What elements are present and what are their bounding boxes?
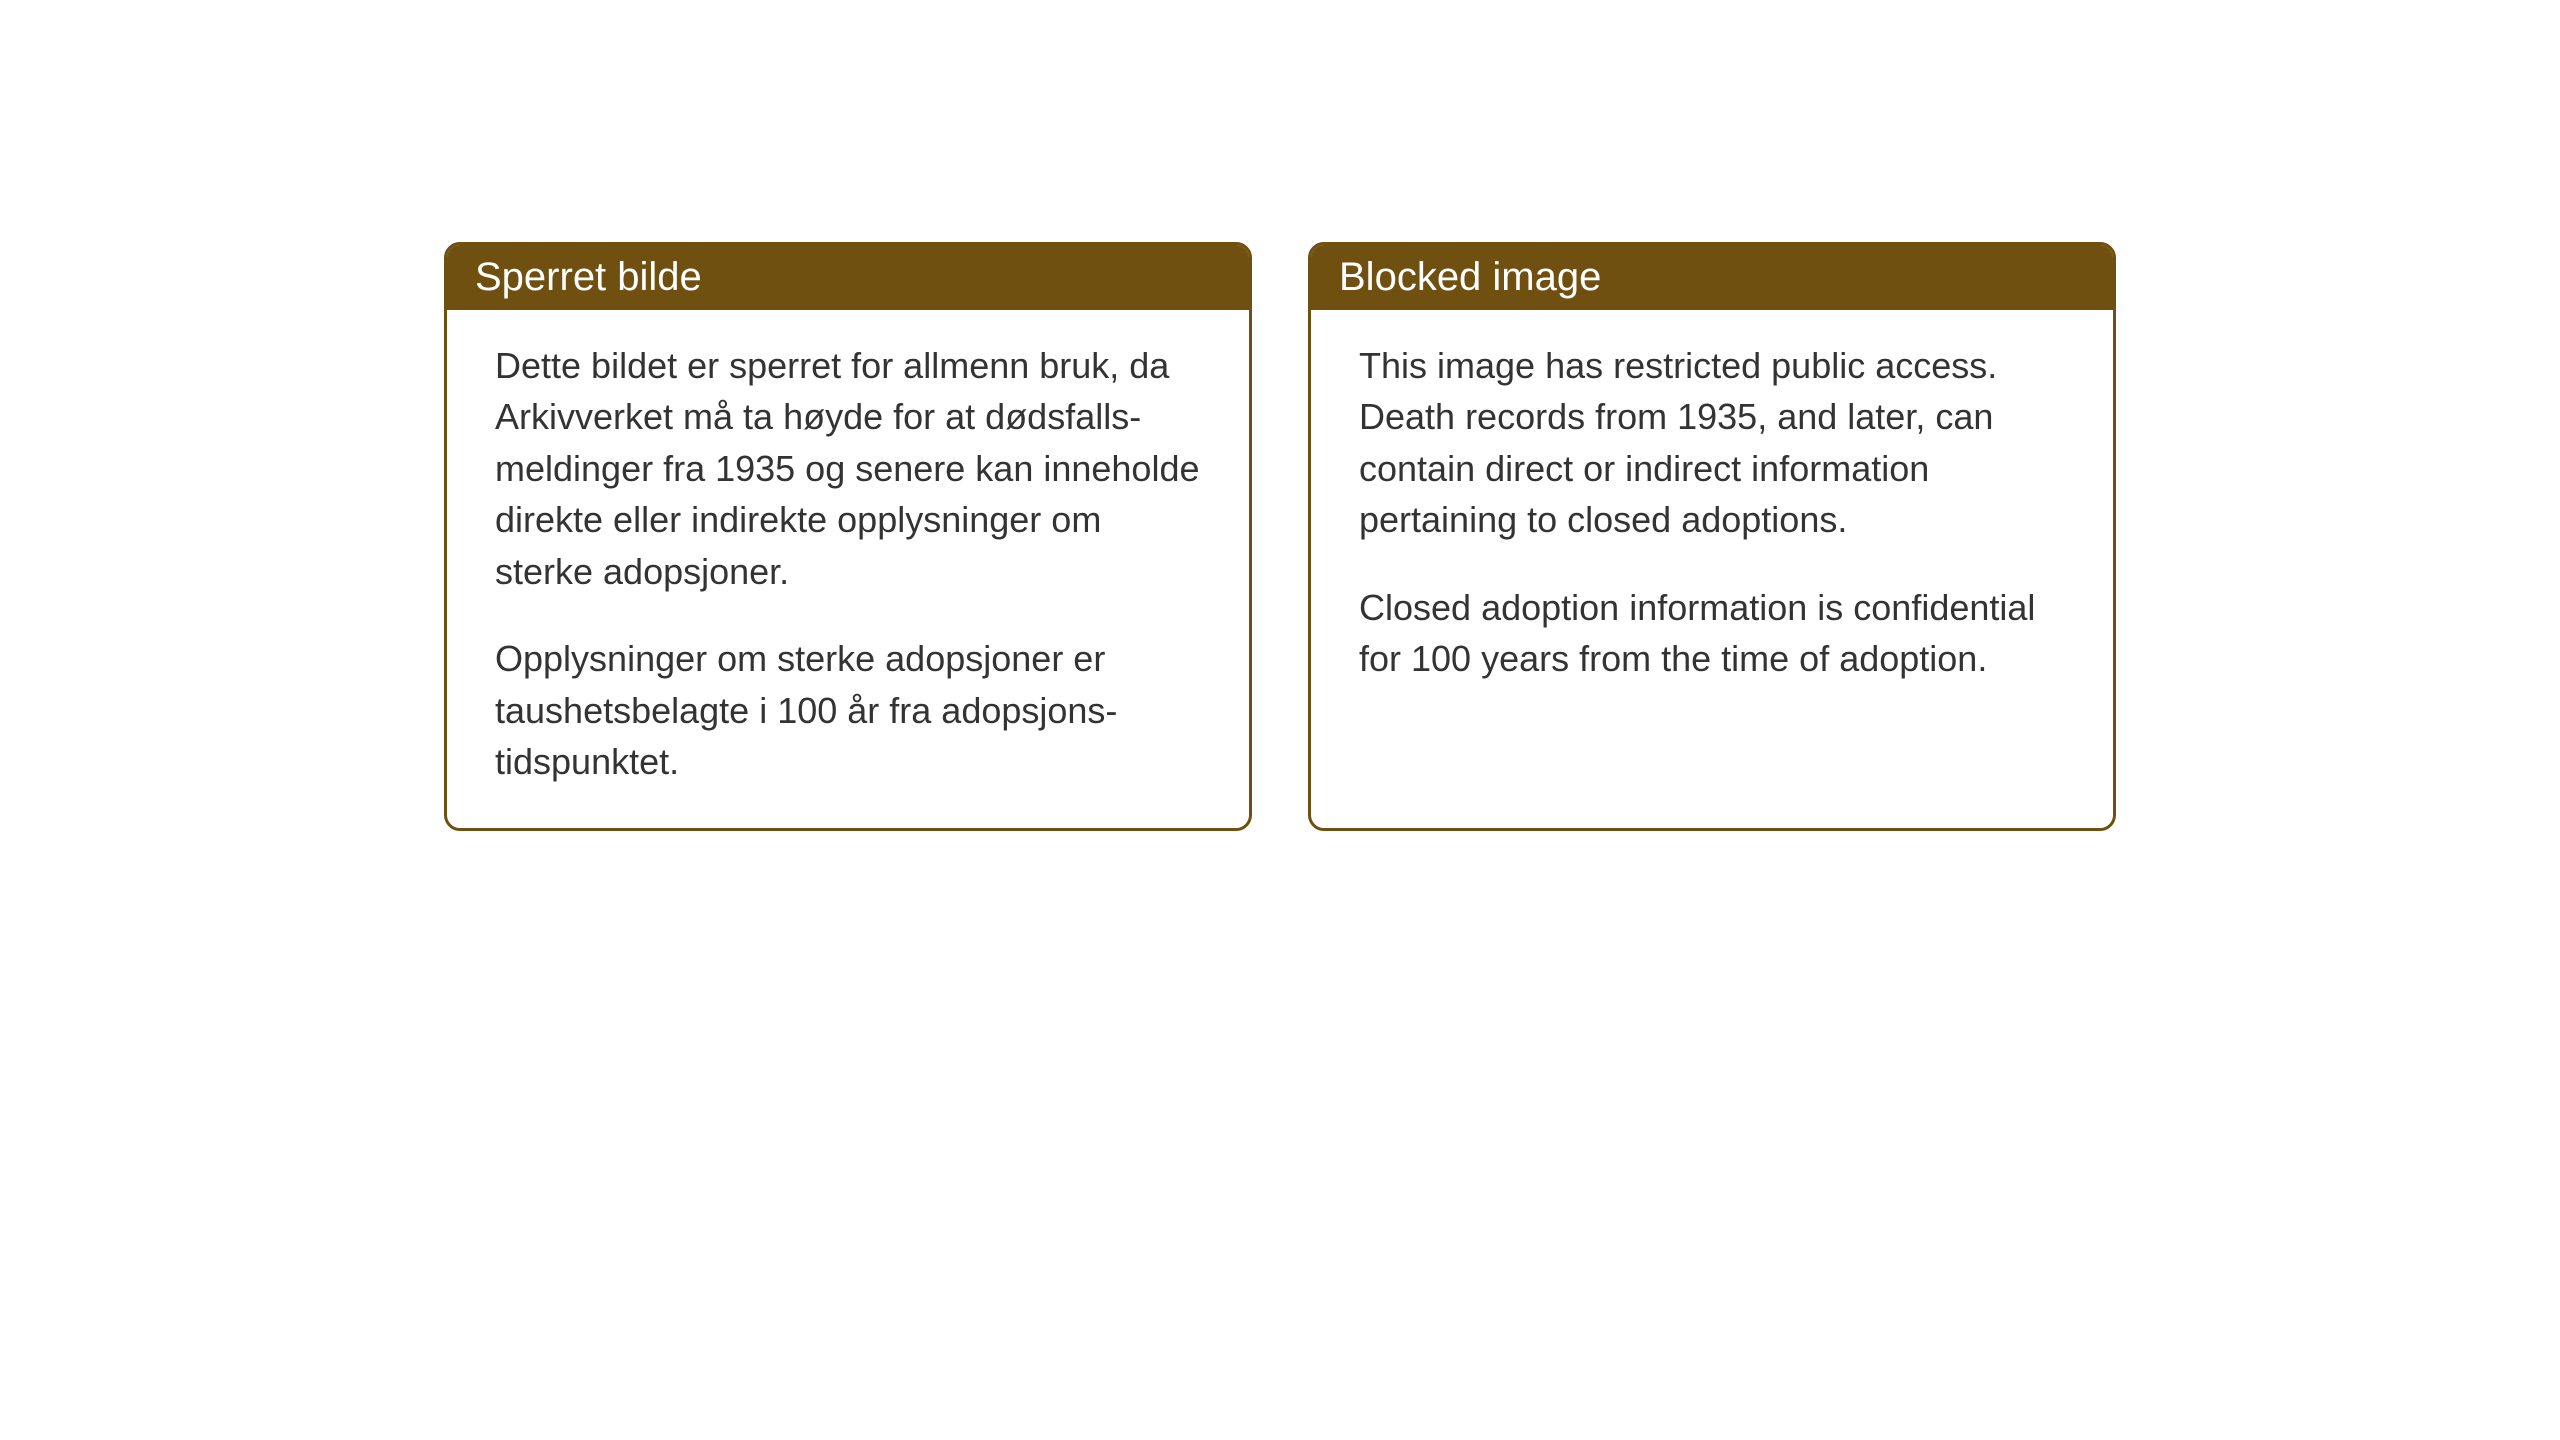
notice-header-english: Blocked image: [1311, 245, 2113, 310]
notice-header-norwegian: Sperret bilde: [447, 245, 1249, 310]
notice-title-english: Blocked image: [1339, 255, 1601, 299]
notice-box-norwegian: Sperret bilde Dette bildet er sperret fo…: [444, 242, 1252, 831]
notice-title-norwegian: Sperret bilde: [475, 255, 702, 299]
notice-body-norwegian: Dette bildet er sperret for allmenn bruk…: [447, 310, 1249, 828]
notice-paragraph: Opplysninger om sterke adopsjoner er tau…: [495, 633, 1201, 787]
notice-paragraph: Closed adoption information is confident…: [1359, 582, 2065, 685]
notice-body-english: This image has restricted public access.…: [1311, 310, 2113, 750]
notice-paragraph: Dette bildet er sperret for allmenn bruk…: [495, 340, 1201, 597]
notice-container: Sperret bilde Dette bildet er sperret fo…: [0, 0, 2560, 831]
notice-box-english: Blocked image This image has restricted …: [1308, 242, 2116, 831]
notice-paragraph: This image has restricted public access.…: [1359, 340, 2065, 546]
